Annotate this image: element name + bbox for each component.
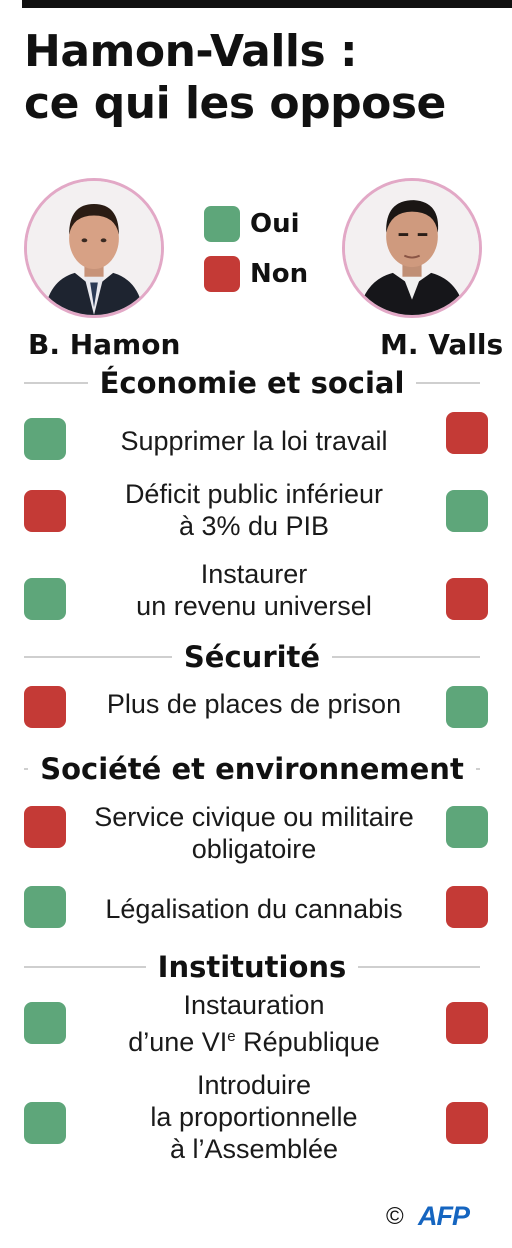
proposal-line-part: d’une VI xyxy=(128,1027,228,1057)
afp-logo: AFP xyxy=(418,1201,470,1231)
section-title: Sécurité xyxy=(183,640,321,674)
valls-non-marker xyxy=(446,1102,488,1144)
proposal-text: Supprimer la loi travail xyxy=(120,426,388,456)
proposal-text: Légalisation du cannabis xyxy=(105,894,403,924)
hamon-photo-icon xyxy=(27,181,161,315)
proposal-line: obligatoire xyxy=(191,834,317,864)
proposal-line: Service civique ou militaire xyxy=(94,802,414,832)
section-divider xyxy=(24,656,172,658)
legend-yes-swatch xyxy=(204,206,240,242)
section-divider xyxy=(24,382,88,384)
hamon-oui-marker xyxy=(24,886,66,928)
legend-yes-label: Oui xyxy=(250,209,300,239)
hamon-oui-marker xyxy=(24,1102,66,1144)
proposal-line: un revenu universel xyxy=(136,591,372,621)
proposal-text: Déficit public inférieur à 3% du PIB xyxy=(74,478,434,542)
page-title: Hamon-Valls : ce qui les oppose xyxy=(24,26,504,130)
proposal-line: Instauration xyxy=(183,990,325,1020)
section-header: Société et environnement xyxy=(24,752,481,786)
proposal-line: Introduire xyxy=(196,1070,312,1100)
hamon-portrait xyxy=(24,178,164,318)
title-line-2: ce qui les oppose xyxy=(24,78,446,129)
section-divider xyxy=(416,382,480,384)
section-title: Institutions xyxy=(157,950,347,984)
section-divider xyxy=(332,656,481,658)
proposal-line: Instaurer xyxy=(200,559,308,589)
valls-non-marker xyxy=(446,578,488,620)
proposal-text: Instauration d’une VIe République xyxy=(74,989,434,1058)
superscript-e: e xyxy=(227,1028,236,1045)
copyright-symbol: © xyxy=(386,1203,404,1230)
proposal-line: à l’Assemblée xyxy=(169,1134,339,1164)
hamon-oui-marker xyxy=(24,1002,66,1044)
proposal-text: Introduire la proportionnelle à l’Assemb… xyxy=(74,1069,434,1165)
legend-no-label: Non xyxy=(250,259,309,289)
section-header: Économie et social xyxy=(24,366,480,400)
proposal-line: d’une VIe République xyxy=(128,1027,380,1057)
candidate-name-hamon: B. Hamon xyxy=(28,328,181,361)
proposal-line: Déficit public inférieur xyxy=(124,479,384,509)
legend-no-swatch xyxy=(204,256,240,292)
hamon-non-marker xyxy=(24,806,66,848)
hamon-oui-marker xyxy=(24,578,66,620)
proposal-line: la proportionnelle xyxy=(150,1102,358,1132)
valls-oui-marker xyxy=(446,490,488,532)
proposal-line: à 3% du PIB xyxy=(178,511,330,541)
valls-non-marker xyxy=(446,1002,488,1044)
proposal-text: Service civique ou militaire obligatoire xyxy=(74,801,434,865)
hamon-non-marker xyxy=(24,490,66,532)
proposal-text: Instaurer un revenu universel xyxy=(74,558,434,622)
proposal-text: Plus de places de prison xyxy=(106,689,402,719)
hamon-non-marker xyxy=(24,686,66,728)
valls-photo-icon xyxy=(345,181,479,315)
valls-non-marker xyxy=(446,886,488,928)
section-divider xyxy=(358,966,480,968)
valls-oui-marker xyxy=(446,806,488,848)
candidate-name-valls: M. Valls xyxy=(380,328,504,361)
valls-portrait xyxy=(342,178,482,318)
valls-non-marker xyxy=(446,412,488,454)
hamon-oui-marker xyxy=(24,418,66,460)
top-rule xyxy=(22,0,512,8)
section-title: Société et environnement xyxy=(40,752,464,786)
section-header: Sécurité xyxy=(24,640,481,674)
section-header: Institutions xyxy=(24,950,480,984)
valls-oui-marker xyxy=(446,686,488,728)
section-divider xyxy=(24,966,146,968)
section-divider xyxy=(24,768,29,770)
section-title: Économie et social xyxy=(99,366,405,400)
title-line-1: Hamon-Valls : xyxy=(24,26,358,77)
section-divider xyxy=(475,768,481,770)
proposal-line-part: République xyxy=(235,1027,380,1057)
